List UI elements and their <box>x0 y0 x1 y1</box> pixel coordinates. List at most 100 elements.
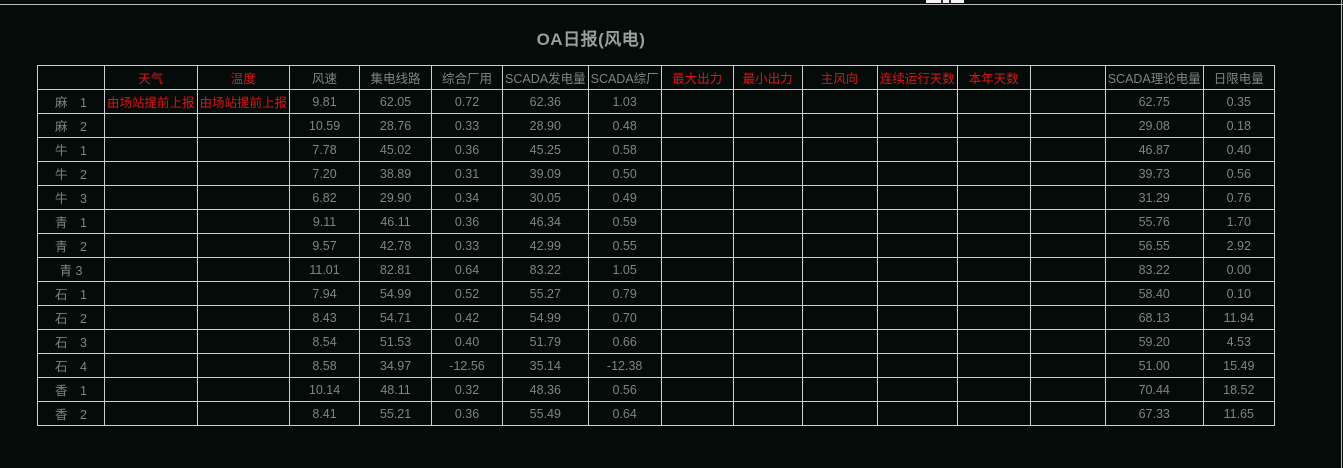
table-cell-day-limit: 0.76 <box>1202 185 1275 210</box>
table-cell-min-output <box>732 161 803 186</box>
table-cell-blank <box>1029 113 1106 138</box>
table-cell-collector-line: 28.76 <box>359 113 433 138</box>
table-cell-temperature: 由场站提前上报 <box>196 89 291 114</box>
table-cell-wind-dir <box>801 209 878 234</box>
column-header-year-days: 本年天数 <box>956 65 1031 90</box>
table-cell-min-output <box>732 257 803 282</box>
table-cell-year-days <box>956 377 1031 402</box>
table-cell-blank <box>1029 305 1106 330</box>
table-cell-scada-gen: 35.14 <box>502 353 589 378</box>
table-cell-collector-line: 54.71 <box>359 305 433 330</box>
table-cell-collector-line: 54.99 <box>359 281 433 306</box>
table-cell-wind-speed: 8.43 <box>289 305 361 330</box>
table-cell-run-days <box>876 233 958 258</box>
table-cell-min-output <box>732 353 803 378</box>
row-label: 牛 3 <box>37 185 105 210</box>
table-cell-scada-gen: 42.99 <box>502 233 589 258</box>
window-top-border-line <box>0 4 1343 5</box>
table-cell-temperature <box>196 377 291 402</box>
table-cell-day-limit: 15.49 <box>1202 353 1275 378</box>
table-cell-run-days <box>876 161 958 186</box>
table-cell-scada-gen: 48.36 <box>502 377 589 402</box>
table-header: 天气 温度 风速 集电线路 综合厂用 SCADA发电量 SCADA综厂 最大出力 最小出力 主风向… <box>37 65 1275 90</box>
table-cell-plant-use: 0.31 <box>431 161 504 186</box>
table-cell-scada-theory: 31.29 <box>1104 185 1204 210</box>
table-cell-wind-dir <box>801 233 878 258</box>
table-cell-blank <box>1029 89 1106 114</box>
table-cell-day-limit: 0.40 <box>1202 137 1275 162</box>
table-cell-collector-line: 42.78 <box>359 233 433 258</box>
table-cell-day-limit: 2.92 <box>1202 233 1275 258</box>
table-cell-wind-speed: 10.59 <box>289 113 361 138</box>
row-label: 麻 2 <box>37 113 105 138</box>
table-cell-year-days <box>956 353 1031 378</box>
table-cell-year-days <box>956 281 1031 306</box>
table-cell-temperature <box>196 113 291 138</box>
table-cell-scada-gen: 30.05 <box>502 185 589 210</box>
table-cell-wind-speed: 7.94 <box>289 281 361 306</box>
table-cell-year-days <box>956 305 1031 330</box>
table-cell-plant-use: 0.40 <box>431 329 504 354</box>
table-cell-weather <box>104 281 198 306</box>
column-header-wind-dir: 主风向 <box>801 65 878 90</box>
table-cell-min-output <box>732 137 803 162</box>
table-cell-wind-speed: 8.54 <box>289 329 361 354</box>
table-row: 麻 2 10.59 28.76 0.33 28.90 0.48 29.08 0.18 <box>37 113 1275 138</box>
table-cell-temperature <box>196 281 291 306</box>
table-cell-day-limit: 11.65 <box>1202 401 1275 426</box>
table-cell-scada-plant: -12.38 <box>587 353 662 378</box>
table-cell-year-days <box>956 209 1031 234</box>
table-cell-collector-line: 38.89 <box>359 161 433 186</box>
table-cell-plant-use: 0.33 <box>431 113 504 138</box>
table-cell-scada-gen: 54.99 <box>502 305 589 330</box>
tab-notch <box>941 0 943 3</box>
table-cell-day-limit: 11.94 <box>1202 305 1275 330</box>
table-cell-weather <box>104 329 198 354</box>
table-body: 麻 1 由场站提前上报 由场站提前上报 9.81 62.05 0.72 62.36 1.03 6… <box>37 89 1275 426</box>
table-cell-scada-gen: 55.27 <box>502 281 589 306</box>
table-cell-weather <box>104 161 198 186</box>
table-cell-year-days <box>956 113 1031 138</box>
table-cell-scada-gen: 83.22 <box>502 257 589 282</box>
column-header-day-limit: 日限电量 <box>1202 65 1275 90</box>
table-cell-wind-dir <box>801 329 878 354</box>
table-cell-temperature <box>196 401 291 426</box>
table-cell-temperature <box>196 257 291 282</box>
table-cell-blank <box>1029 281 1106 306</box>
table-cell-weather <box>104 257 198 282</box>
row-label: 石 3 <box>37 329 105 354</box>
table-cell-wind-dir <box>801 353 878 378</box>
table-cell-temperature <box>196 305 291 330</box>
table-cell-scada-theory: 59.20 <box>1104 329 1204 354</box>
table-cell-max-output <box>660 185 734 210</box>
table-cell-min-output <box>732 209 803 234</box>
table-cell-wind-dir <box>801 113 878 138</box>
row-label: 石 1 <box>37 281 105 306</box>
table-cell-scada-theory: 56.55 <box>1104 233 1204 258</box>
table-cell-blank <box>1029 209 1106 234</box>
table-cell-scada-theory: 29.08 <box>1104 113 1204 138</box>
table-cell-wind-speed: 9.81 <box>289 89 361 114</box>
table-cell-day-limit: 0.00 <box>1202 257 1275 282</box>
table-cell-scada-theory: 62.75 <box>1104 89 1204 114</box>
table-cell-wind-speed: 6.82 <box>289 185 361 210</box>
column-header-scada-theory: SCADA理论电量 <box>1104 65 1204 90</box>
column-header-blank <box>1029 65 1106 90</box>
table-cell-temperature <box>196 161 291 186</box>
table-cell-collector-line: 46.11 <box>359 209 433 234</box>
column-header-collector-line: 集电线路 <box>359 65 433 90</box>
table-cell-min-output <box>732 89 803 114</box>
table-cell-min-output <box>732 329 803 354</box>
table-cell-max-output <box>660 305 734 330</box>
table-cell-scada-plant: 0.48 <box>587 113 662 138</box>
column-header-plant-use: 综合厂用 <box>431 65 504 90</box>
tab-notch <box>949 0 951 3</box>
table-cell-weather: 由场站提前上报 <box>104 89 198 114</box>
table-cell-scada-plant: 0.59 <box>587 209 662 234</box>
table-cell-blank <box>1029 233 1106 258</box>
table-cell-wind-dir <box>801 137 878 162</box>
table-cell-plant-use: -12.56 <box>431 353 504 378</box>
column-header-run-days: 连续运行天数 <box>876 65 958 90</box>
table-cell-weather <box>104 401 198 426</box>
table-cell-blank <box>1029 137 1106 162</box>
